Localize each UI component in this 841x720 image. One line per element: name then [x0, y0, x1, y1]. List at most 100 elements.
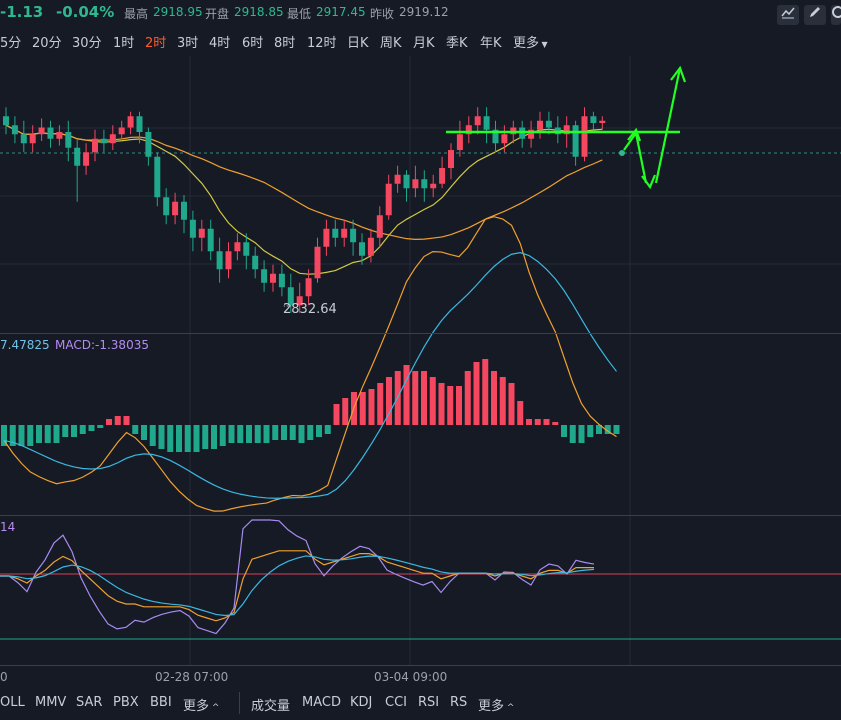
period-8h[interactable]: 8时: [274, 36, 296, 51]
indicator-more-left[interactable]: 更多 ^: [183, 695, 219, 714]
low-label: 最低: [287, 7, 312, 21]
candle-body: [385, 183, 392, 216]
macd-histogram-bar: [561, 425, 567, 437]
period-year[interactable]: 年K: [480, 36, 502, 51]
macd-histogram-bar: [272, 425, 279, 440]
candle-body: [65, 132, 72, 148]
indicator-more-right[interactable]: 更多 ^: [478, 695, 514, 714]
period-month[interactable]: 月K: [413, 36, 435, 51]
candle-body: [207, 228, 214, 252]
candle-body: [323, 228, 330, 247]
candle-body: [83, 152, 90, 166]
macd-histogram-bar: [333, 404, 340, 425]
candle-body: [234, 242, 241, 252]
indicator-boll[interactable]: OLL: [0, 695, 25, 710]
macd-histogram-bar: [27, 425, 34, 446]
macd-histogram-bar: [219, 425, 226, 446]
macd-histogram-bar: [526, 419, 532, 425]
price-change-percent: -0.04%: [56, 3, 115, 21]
candle-body: [537, 120, 543, 130]
period-day[interactable]: 日K: [347, 36, 369, 51]
period-5m[interactable]: 5分: [0, 36, 22, 51]
chart-area[interactable]: [0, 0, 841, 688]
period-quarter[interactable]: 季K: [446, 36, 468, 51]
macd-histogram-bar: [534, 419, 541, 425]
candle-body: [29, 134, 36, 144]
indicator-pbx[interactable]: PBX: [113, 695, 139, 710]
macd-histogram-bar: [281, 425, 287, 440]
candle-body: [332, 228, 339, 238]
period-2h[interactable]: 2时: [145, 36, 167, 51]
macd-dif-line: [3, 216, 617, 512]
candle-body: [590, 116, 597, 123]
indicator-rsi[interactable]: RSI: [418, 695, 440, 710]
candle-body: [448, 150, 454, 168]
macd-histogram-bar: [97, 425, 104, 428]
indicator-macd[interactable]: MACD: [302, 695, 341, 710]
macd-histogram-bar: [613, 425, 620, 434]
candle-body: [261, 269, 268, 283]
macd-histogram-bar: [106, 419, 112, 425]
macd-histogram-bar: [307, 425, 314, 440]
macd-histogram-bar: [184, 425, 191, 452]
kdj-param: 14: [0, 520, 16, 534]
indicator-volume[interactable]: 成交量: [251, 699, 291, 714]
open-label: 开盘: [205, 7, 230, 21]
indicator-kdj[interactable]: KDJ: [350, 695, 373, 710]
settings-icon[interactable]: [831, 5, 841, 25]
candle-body: [56, 132, 63, 139]
period-more[interactable]: 更多 ▼: [513, 32, 548, 51]
candle-body: [278, 273, 285, 288]
macd-histogram-bar: [508, 383, 515, 425]
candlesticks: [3, 107, 606, 313]
quote-header: -1.13 -0.04% 最高 2918.95 开盘 2918.85 最低 29…: [0, 0, 841, 26]
macd-histogram-bar: [132, 425, 139, 434]
indicator-rs[interactable]: RS: [450, 695, 468, 710]
macd-histogram-bar: [316, 425, 322, 437]
period-6h[interactable]: 6时: [242, 36, 264, 51]
chevron-down-icon: ▼: [539, 40, 548, 49]
candle-body: [456, 134, 463, 150]
indicator-mmv[interactable]: MMV: [35, 695, 67, 710]
period-week[interactable]: 周K: [380, 36, 402, 51]
period-20m[interactable]: 20分: [32, 36, 62, 51]
candle-body: [163, 197, 170, 216]
candle-body: [181, 201, 187, 220]
candle-body: [252, 255, 259, 270]
indicator-bbi[interactable]: BBI: [150, 695, 172, 710]
candle-body: [350, 228, 357, 243]
period-3h[interactable]: 3时: [177, 36, 199, 51]
indicator-sar[interactable]: SAR: [76, 695, 103, 710]
macd-histogram-bar: [71, 425, 77, 437]
candle-body: [145, 132, 152, 157]
macd-histogram-bar: [9, 425, 16, 446]
macd-histogram-bar: [438, 383, 445, 425]
candle-body: [118, 127, 125, 135]
period-30m[interactable]: 30分: [72, 36, 102, 51]
pencil-icon[interactable]: [804, 5, 826, 25]
candle-body: [3, 116, 9, 126]
macd-histogram-bar: [123, 416, 130, 425]
period-4h[interactable]: 4时: [209, 36, 231, 51]
candle-body: [92, 138, 98, 153]
low-value: 2917.45: [316, 5, 366, 19]
chart-line-icon[interactable]: [777, 5, 799, 25]
macd-histogram-bar: [237, 425, 244, 443]
candle-body: [172, 201, 179, 216]
macd-histogram-bar: [44, 425, 51, 443]
period-12h[interactable]: 12时: [307, 36, 337, 51]
macd-histogram-bar: [53, 425, 60, 443]
macd-histogram-bar: [167, 425, 174, 452]
candle-body: [136, 116, 143, 132]
macd-histogram-bar: [18, 425, 25, 446]
period-1h[interactable]: 1时: [113, 36, 135, 51]
prev-close-label: 昨收: [370, 7, 395, 21]
candle-body: [341, 228, 348, 238]
macd-histogram-bar: [464, 371, 471, 425]
macd-histogram-bar: [193, 425, 200, 452]
x-axis-label: 0: [0, 670, 8, 684]
indicator-cci[interactable]: CCI: [385, 695, 407, 710]
candle-body: [189, 219, 196, 238]
x-axis-label: 03-04 09:00: [374, 670, 448, 684]
candle-body: [474, 116, 481, 126]
